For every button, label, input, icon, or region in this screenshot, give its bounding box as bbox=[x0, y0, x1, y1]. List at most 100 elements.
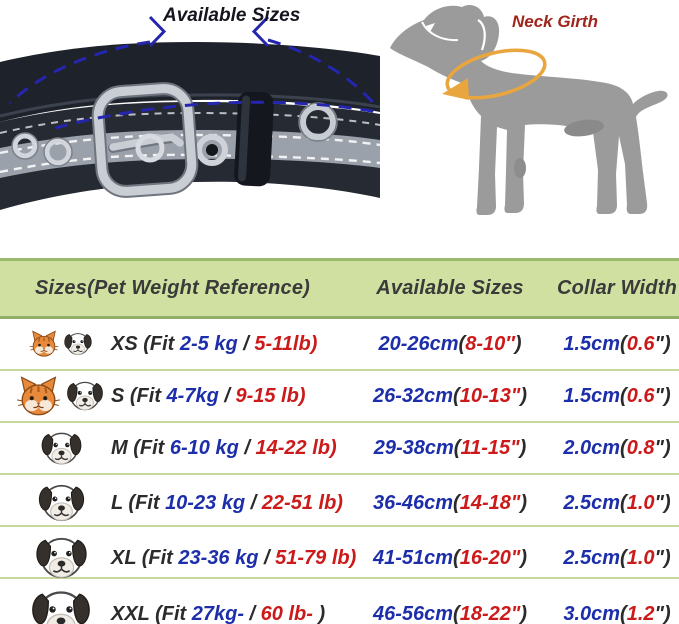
text-segment: ) bbox=[519, 436, 527, 459]
available-sizes-cell: 20-26cm(8-10″) bbox=[345, 333, 555, 356]
available-sizes-cell: 26-32cm(10-13") bbox=[345, 385, 555, 408]
collar-width-cell: 2.5cm(1.0") bbox=[555, 492, 679, 515]
cat-icon bbox=[29, 329, 59, 359]
text-segment: 10-13" bbox=[459, 384, 521, 407]
text-segment: ") bbox=[654, 436, 671, 459]
text-segment: ( bbox=[453, 546, 460, 569]
text-segment: 14-18" bbox=[459, 491, 521, 514]
text-segment: 2-5 kg bbox=[179, 332, 238, 355]
dog-icon bbox=[27, 579, 95, 624]
text-segment: 3.0cm bbox=[563, 603, 621, 624]
dog-icon bbox=[62, 327, 94, 361]
text-segment: ) bbox=[514, 332, 522, 355]
header-available-sizes: Available Sizes bbox=[376, 277, 524, 299]
text-segment: 8-10″ bbox=[465, 332, 515, 355]
text-segment: M (Fit bbox=[111, 436, 170, 459]
table-row-l: L (Fit 10-23 kg / 22-51 lb) 36-46cm(14-18… bbox=[0, 475, 679, 527]
text-segment: 36-46cm bbox=[372, 491, 454, 514]
neck-girth-loop bbox=[442, 48, 547, 100]
collar-buckle bbox=[91, 82, 199, 198]
text-segment: 14-22 lb) bbox=[255, 436, 337, 459]
text-segment: ( bbox=[620, 603, 627, 624]
dog-icon bbox=[64, 374, 106, 418]
pet-icons bbox=[20, 424, 102, 473]
text-segment: L (Fit bbox=[111, 491, 166, 514]
text-segment: ) bbox=[520, 603, 528, 624]
available-sizes-cell: 46-56cm(18-22") bbox=[345, 603, 555, 624]
size-weight-label: XXL (Fit 27kg- / 60 lb- ) bbox=[111, 603, 325, 624]
table-row-xs: XS (Fit 2-5 kg / 5-11lb) 20-26cm(8-10″) 1.… bbox=[0, 319, 679, 371]
text-segment: 1.5cm bbox=[563, 332, 621, 355]
text-segment: 27kg- bbox=[191, 603, 244, 624]
size-table: Sizes(Pet Weight Reference) Available Si… bbox=[0, 258, 679, 624]
size-weight-label: M (Fit 6-10 kg / 14-22 lb) bbox=[111, 437, 337, 460]
text-segment: 2.5cm bbox=[563, 491, 621, 514]
header-sizes: Sizes(Pet Weight Reference) bbox=[34, 277, 311, 299]
text-segment: 5-11lb) bbox=[254, 332, 318, 355]
collar-width-cell: 3.0cm(1.2") bbox=[555, 603, 679, 624]
text-segment: ) bbox=[520, 384, 528, 407]
text-segment: 22-51 lb) bbox=[261, 491, 343, 514]
text-segment: 10-23 kg bbox=[165, 491, 246, 514]
collar-keeper bbox=[234, 91, 274, 187]
text-segment: 2.5cm bbox=[563, 546, 621, 569]
size-cell: XXL (Fit 27kg- / 60 lb- ) bbox=[0, 579, 345, 624]
size-cell: M (Fit 6-10 kg / 14-22 lb) bbox=[0, 424, 345, 473]
collar-width-cell: 1.5cm(0.6") bbox=[555, 333, 679, 356]
text-segment: / bbox=[218, 384, 236, 407]
text-segment: 1.0 bbox=[626, 491, 655, 514]
text-segment: 51-79 lb) bbox=[275, 546, 357, 569]
text-segment: ( bbox=[453, 436, 461, 459]
text-segment: / bbox=[238, 436, 256, 459]
text-segment: ( bbox=[620, 546, 627, 569]
text-segment: ") bbox=[654, 546, 671, 569]
text-segment: ) bbox=[312, 603, 326, 624]
text-segment: 23-36 kg bbox=[178, 546, 259, 569]
text-segment: ( bbox=[620, 491, 627, 514]
pet-icons bbox=[20, 327, 102, 361]
text-segment: 41-51cm bbox=[372, 546, 454, 569]
text-segment: ") bbox=[654, 491, 671, 514]
text-segment: XXL (Fit bbox=[111, 603, 192, 624]
size-weight-label: XL (Fit 23-36 kg / 51-79 lb) bbox=[111, 547, 356, 570]
text-segment: 1.5cm bbox=[563, 384, 621, 407]
text-segment: 0.6 bbox=[626, 332, 655, 355]
text-segment: 18-22" bbox=[459, 603, 521, 624]
text-segment: ") bbox=[654, 603, 671, 624]
collar-width-cell: 1.5cm(0.6") bbox=[555, 385, 679, 408]
pet-icons bbox=[20, 475, 102, 531]
size-weight-label: L (Fit 10-23 kg / 22-51 lb) bbox=[111, 492, 343, 515]
text-segment: S (Fit bbox=[111, 384, 167, 407]
text-segment: 29-38cm bbox=[373, 436, 454, 459]
table-header-row: Sizes(Pet Weight Reference) Available Si… bbox=[0, 258, 679, 319]
hero-illustrations: Available Sizes Neck Girth bbox=[0, 0, 679, 258]
dog-eye bbox=[426, 23, 435, 32]
text-segment: 46-56cm bbox=[372, 603, 454, 624]
text-segment: / bbox=[258, 546, 276, 569]
text-segment: 16-20" bbox=[459, 546, 521, 569]
size-weight-label: XS (Fit 2-5 kg / 5-11lb) bbox=[111, 333, 317, 356]
text-segment: 0.6 bbox=[626, 384, 655, 407]
available-sizes-cell: 36-46cm(14-18") bbox=[345, 492, 555, 515]
text-segment: 9-15 lb) bbox=[235, 384, 306, 407]
text-segment: 26-32cm bbox=[372, 384, 454, 407]
dog-icon bbox=[32, 527, 91, 589]
size-cell: XL (Fit 23-36 kg / 51-79 lb) bbox=[0, 527, 356, 589]
text-segment: ) bbox=[520, 491, 528, 514]
text-segment: ( bbox=[458, 332, 466, 355]
text-segment: XL (Fit bbox=[111, 546, 179, 569]
dog-silhouette bbox=[390, 5, 668, 215]
available-sizes-cell: 41-51cm(16-20") bbox=[345, 547, 555, 570]
text-segment: ( bbox=[620, 332, 627, 355]
collar-illustration bbox=[0, 15, 380, 210]
text-segment: 1.2 bbox=[626, 603, 655, 624]
table-row-xl: XL (Fit 23-36 kg / 51-79 lb) 41-51cm(16-2… bbox=[0, 527, 679, 579]
table-row-xxl: XXL (Fit 27kg- / 60 lb- ) 46-56cm(18-22")… bbox=[0, 579, 679, 624]
size-weight-label: S (Fit 4-7kg / 9-15 lb) bbox=[111, 385, 306, 408]
dog-icon bbox=[35, 475, 88, 531]
available-sizes-cell: 29-38cm(11-15") bbox=[345, 437, 555, 460]
text-segment: ( bbox=[453, 491, 460, 514]
pet-icons bbox=[17, 374, 103, 419]
pet-icons bbox=[20, 579, 102, 624]
text-segment: 20-26cm bbox=[378, 332, 459, 355]
